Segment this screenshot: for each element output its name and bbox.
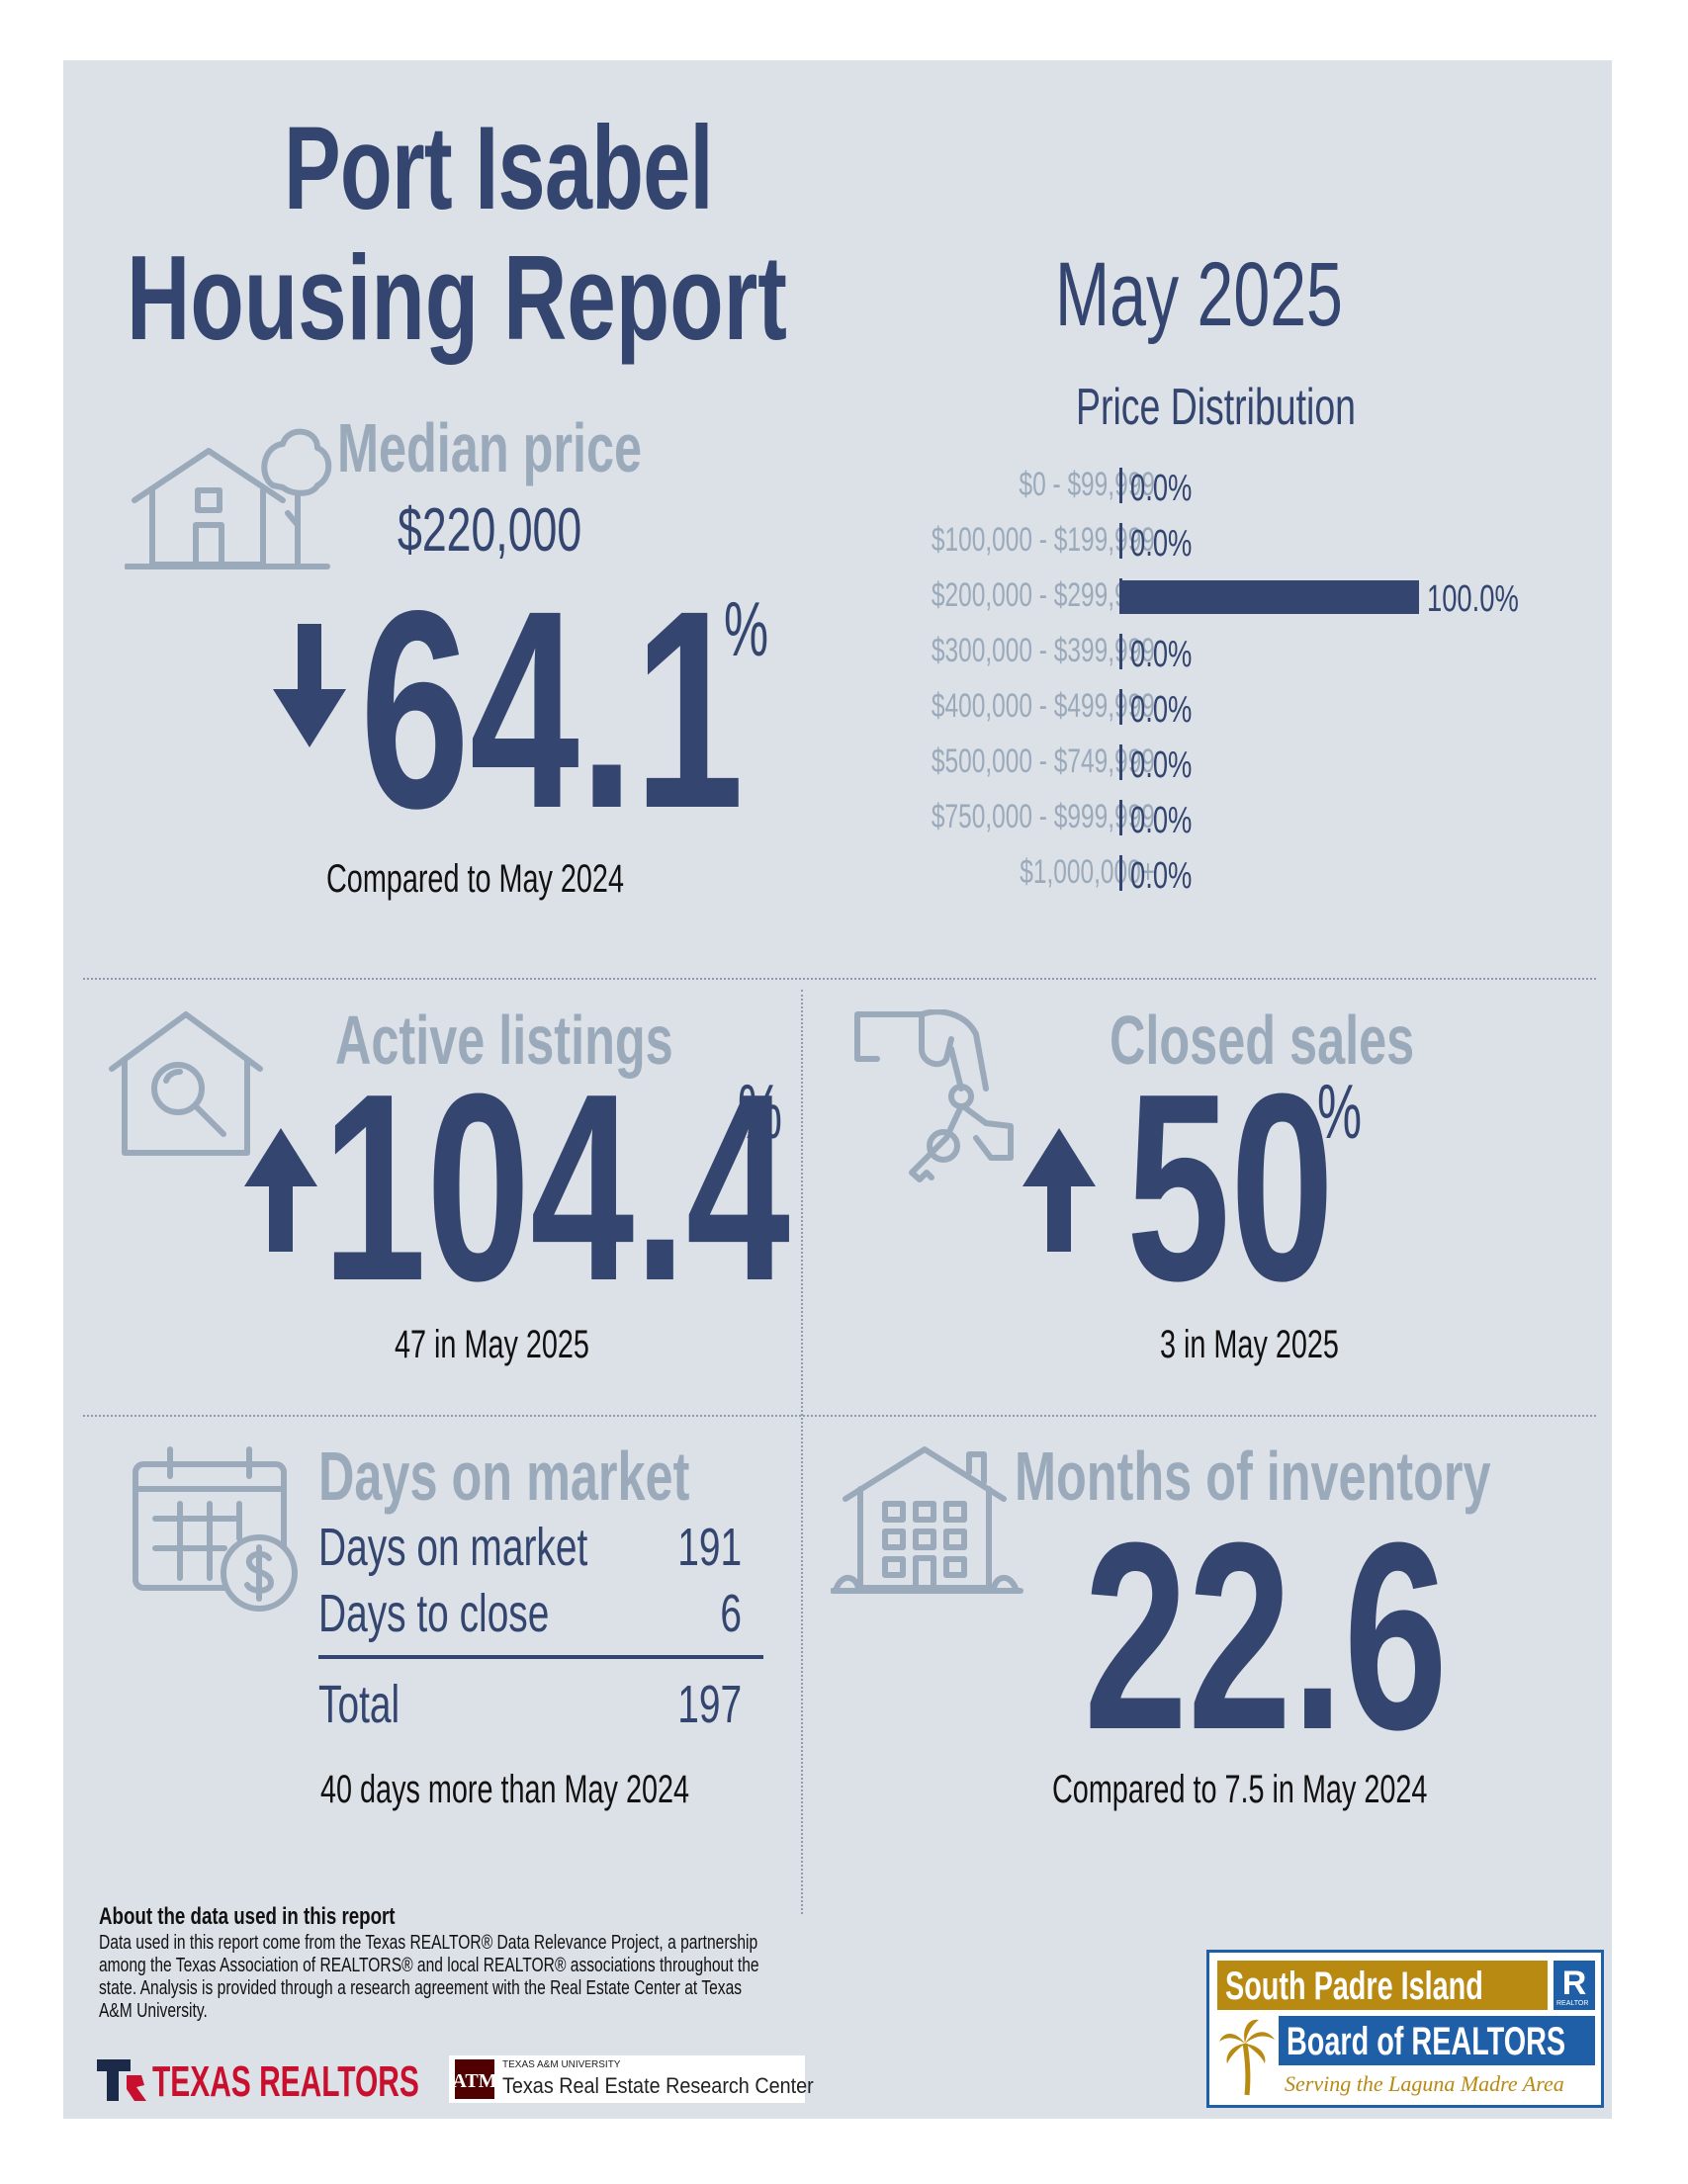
active-listings-caption: 47 in May 2025	[395, 1323, 589, 1366]
report-title-city: Port Isabel	[284, 102, 714, 234]
price-distribution-row: $750,000 - $999,999 0.0%	[63, 798, 1612, 841]
calendar-dollar-icon	[133, 1446, 298, 1612]
price-distribution-value-label: 0.0%	[1130, 855, 1193, 897]
price-distribution-row: $1,000,000+ 0.0%	[63, 853, 1612, 897]
tamu-logo: ATM TEXAS A&M UNIVERSITY Texas Real Esta…	[449, 2055, 814, 2103]
price-distribution-category-label: $1,000,000+	[1020, 853, 1155, 891]
price-distribution-row: $200,000 - $299,999 100.0%	[63, 576, 1612, 620]
price-distribution-axis-tick	[1119, 468, 1122, 503]
tamu-small-text: TEXAS A&M UNIVERSITY	[502, 2059, 621, 2070]
price-distribution-category-label: $750,000 - $999,999	[932, 798, 1155, 835]
arrow-down-icon	[273, 624, 346, 747]
apartment-building-icon	[831, 1446, 1023, 1594]
spi-tagline: Serving the Laguna Madre Area	[1285, 2071, 1564, 2096]
spi-name-line1: South Padre Island	[1225, 1965, 1483, 2008]
dtc-row-label: Days to close	[318, 1584, 550, 1643]
price-distribution-bar	[1122, 580, 1419, 614]
realtor-r-icon: R REALTOR	[1554, 1961, 1595, 2010]
price-distribution-value-label: 0.0%	[1130, 689, 1193, 731]
median-price-change: 64.1	[360, 553, 745, 867]
median-price-label: Median price	[337, 409, 643, 486]
price-distribution-value-label: 100.0%	[1427, 578, 1519, 620]
price-distribution-row: $300,000 - $399,999 0.0%	[63, 632, 1612, 675]
months-inventory-value: 22.6	[1084, 1488, 1448, 1786]
active-listings-percent: %	[738, 1068, 783, 1155]
texas-realtors-wordmark: TEXAS REALTORS	[152, 2057, 419, 2106]
price-distribution-axis-tick	[1119, 744, 1122, 780]
dom-row-label: Days on market	[318, 1518, 588, 1577]
price-distribution-value-label: 0.0%	[1130, 634, 1193, 675]
median-price-value: $220,000	[398, 496, 582, 565]
palm-tree-icon	[1219, 2019, 1275, 2096]
price-distribution-value-label: 0.0%	[1130, 468, 1193, 509]
divider-vertical	[801, 990, 803, 1914]
closed-sales-label: Closed sales	[1110, 1002, 1415, 1079]
dom-total-rule	[318, 1655, 763, 1659]
median-price-percent: %	[724, 585, 769, 672]
hand-keys-icon	[854, 1009, 1014, 1182]
total-row-value: 197	[677, 1675, 742, 1734]
report-month: May 2025	[1055, 244, 1343, 345]
price-distribution-value-label: 0.0%	[1130, 744, 1193, 786]
price-distribution-category-label: $400,000 - $499,999	[932, 687, 1155, 725]
price-distribution-value-label: 0.0%	[1130, 800, 1193, 841]
dtc-row-value: 6	[720, 1584, 742, 1643]
price-distribution-row: $500,000 - $749,999 0.0%	[63, 743, 1612, 786]
price-distribution-category-label: $300,000 - $399,999	[932, 632, 1155, 669]
active-listings-label: Active listings	[335, 1002, 673, 1079]
dom-row-value: 191	[677, 1518, 742, 1577]
price-distribution-row: $400,000 - $499,999 0.0%	[63, 687, 1612, 731]
spi-name-bar: South Padre Island	[1217, 1961, 1548, 2010]
price-distribution-axis-tick	[1119, 855, 1122, 891]
price-distribution-title: Price Distribution	[1076, 379, 1356, 436]
svg-text:R: R	[1562, 1965, 1587, 2002]
days-on-market-caption: 40 days more than May 2024	[320, 1768, 690, 1811]
tamu-center-name: Texas Real Estate Research Center	[502, 2073, 814, 2098]
closed-sales-change: 50	[1126, 1039, 1335, 1337]
svg-text:ATM: ATM	[455, 2070, 494, 2092]
texas-realtors-mark-icon	[97, 2059, 146, 2101]
arrow-up-icon	[1022, 1128, 1096, 1252]
closed-sales-percent: %	[1317, 1068, 1363, 1155]
about-body: Data used in this report come from the T…	[99, 1932, 759, 2022]
price-distribution-category-label: $500,000 - $749,999	[932, 743, 1155, 780]
house-search-icon	[109, 1011, 263, 1156]
price-distribution-category-label: $0 - $99,999	[1019, 466, 1155, 503]
realtor-mark-text: REALTOR	[1556, 2000, 1589, 2007]
price-distribution-row: $0 - $99,999 0.0%	[63, 466, 1612, 509]
house-tree-icon	[125, 428, 332, 569]
price-distribution-axis-tick	[1119, 800, 1122, 835]
closed-sales-caption: 3 in May 2025	[1160, 1323, 1339, 1366]
months-inventory-label: Months of inventory	[1015, 1438, 1491, 1515]
price-distribution-axis-tick	[1119, 578, 1122, 614]
days-on-market-label: Days on market	[318, 1438, 690, 1515]
spi-name-line2: Board of REALTORS	[1287, 2020, 1566, 2063]
tamu-mark-icon: ATM	[452, 2059, 497, 2099]
price-distribution-axis-tick	[1119, 634, 1122, 669]
price-distribution-row: $100,000 - $199,999 0.0%	[63, 521, 1612, 565]
price-distribution-value-label: 0.0%	[1130, 523, 1193, 565]
months-inventory-caption: Compared to 7.5 in May 2024	[1052, 1768, 1428, 1811]
divider-horizontal-1	[83, 978, 1596, 980]
price-distribution-category-label: $100,000 - $199,999	[932, 521, 1155, 559]
divider-horizontal-2	[83, 1415, 1596, 1417]
price-distribution-category-label: $200,000 - $299,999	[932, 576, 1155, 614]
median-price-caption: Compared to May 2024	[326, 857, 624, 901]
spi-board-logo: South Padre Island R REALTOR Board of RE…	[1206, 1950, 1604, 2108]
report-panel: Port Isabel Housing Report May 2025 Medi…	[63, 60, 1612, 2119]
total-row-label: Total	[318, 1675, 400, 1734]
report-title: Housing Report	[127, 230, 787, 365]
price-distribution-axis-tick	[1119, 689, 1122, 725]
about-title: About the data used in this report	[99, 1903, 396, 1930]
price-distribution-chart: $0 - $99,999 0.0% $100,000 - $199,999 0.0% $…	[63, 60, 1612, 950]
price-distribution-axis-tick	[1119, 523, 1122, 559]
arrow-up-icon	[244, 1128, 317, 1252]
spi-board-bar: Board of REALTORS	[1279, 2016, 1595, 2065]
active-listings-change: 104.4	[322, 1039, 790, 1337]
